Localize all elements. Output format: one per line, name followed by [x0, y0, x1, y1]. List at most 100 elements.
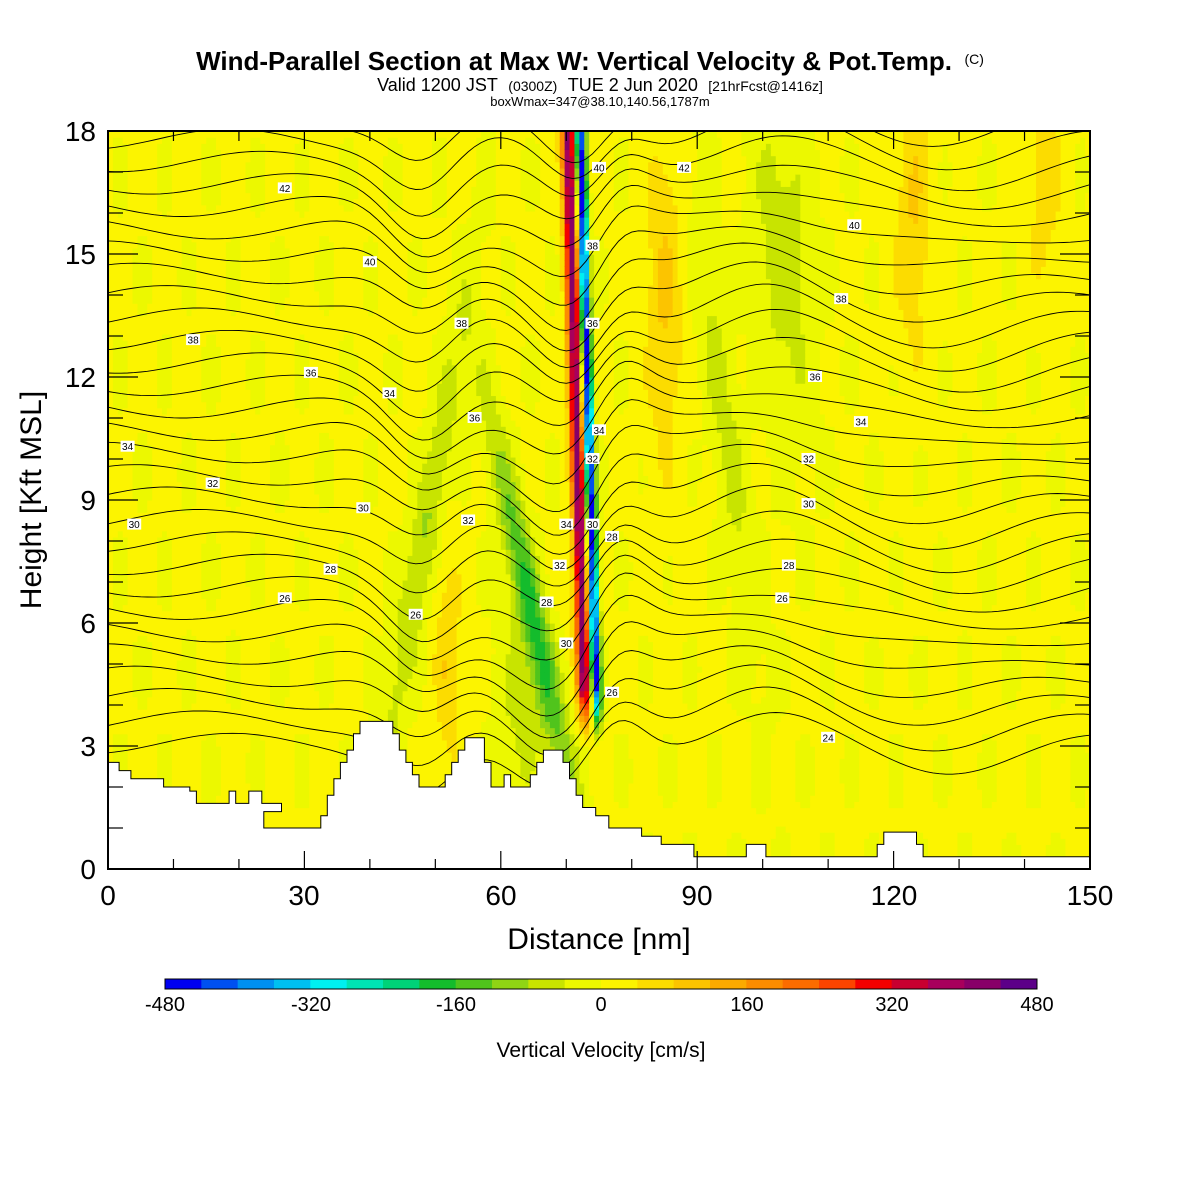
- velocity-cell: [142, 266, 148, 273]
- velocity-cell: [137, 217, 143, 224]
- velocity-cell: [157, 721, 163, 728]
- velocity-cell: [177, 777, 183, 784]
- velocity-cell: [147, 205, 153, 212]
- velocity-cell: [142, 728, 148, 735]
- velocity-cell: [142, 149, 148, 156]
- velocity-cell: [113, 580, 119, 587]
- velocity-cell: [113, 654, 119, 661]
- velocity-cell: [162, 574, 168, 581]
- velocity-cell: [118, 217, 124, 224]
- velocity-cell: [157, 316, 163, 323]
- velocity-cell: [128, 137, 134, 144]
- velocity-cell: [137, 291, 143, 298]
- velocity-cell: [137, 678, 143, 685]
- velocity-cell: [142, 506, 148, 513]
- velocity-cell: [147, 420, 153, 427]
- velocity-cell: [118, 568, 124, 575]
- velocity-cell: [172, 771, 178, 778]
- velocity-cell: [137, 451, 143, 458]
- velocity-cell: [133, 672, 139, 679]
- velocity-cell: [128, 236, 134, 243]
- velocity-cell: [162, 697, 168, 704]
- velocity-cell: [128, 328, 134, 335]
- velocity-cell: [128, 162, 134, 169]
- velocity-cell: [152, 291, 158, 298]
- velocity-cell: [157, 445, 163, 452]
- velocity-cell: [123, 272, 129, 279]
- velocity-cell: [167, 371, 173, 378]
- velocity-cell: [162, 525, 168, 532]
- velocity-cell: [118, 359, 124, 366]
- velocity-cell: [118, 426, 124, 433]
- velocity-cell: [162, 316, 168, 323]
- velocity-cell: [152, 531, 158, 538]
- velocity-cell: [113, 500, 119, 507]
- velocity-cell: [142, 549, 148, 556]
- velocity-cell: [128, 629, 134, 636]
- velocity-cell: [113, 641, 119, 648]
- velocity-cell: [147, 562, 153, 569]
- velocity-cell: [172, 193, 178, 200]
- velocity-cell: [152, 439, 158, 446]
- velocity-cell: [172, 426, 178, 433]
- velocity-cell: [162, 734, 168, 741]
- velocity-cell: [172, 549, 178, 556]
- velocity-cell: [152, 217, 158, 224]
- velocity-cell: [167, 758, 173, 765]
- velocity-cell: [177, 475, 183, 482]
- velocity-cell: [142, 463, 148, 470]
- velocity-cell: [133, 641, 139, 648]
- velocity-cell: [142, 229, 148, 236]
- velocity-cell: [167, 641, 173, 648]
- velocity-cell: [118, 500, 124, 507]
- velocity-cell: [172, 414, 178, 421]
- velocity-cell: [137, 346, 143, 353]
- velocity-cell: [147, 291, 153, 298]
- velocity-cell: [142, 764, 148, 771]
- velocity-cell: [172, 518, 178, 525]
- velocity-cell: [147, 592, 153, 599]
- velocity-cell: [172, 445, 178, 452]
- velocity-cell: [147, 697, 153, 704]
- velocity-cell: [133, 137, 139, 144]
- velocity-cell: [128, 186, 134, 193]
- velocity-cell: [147, 580, 153, 587]
- velocity-cell: [137, 500, 143, 507]
- velocity-cell: [113, 383, 119, 390]
- velocity-cell: [162, 568, 168, 575]
- velocity-cell: [133, 303, 139, 310]
- velocity-cell: [137, 611, 143, 618]
- velocity-cell: [147, 408, 153, 415]
- velocity-cell: [118, 660, 124, 667]
- velocity-cell: [147, 186, 153, 193]
- velocity-cell: [113, 475, 119, 482]
- velocity-cell: [128, 463, 134, 470]
- velocity-cell: [157, 771, 163, 778]
- velocity-cell: [128, 635, 134, 642]
- velocity-cell: [137, 402, 143, 409]
- velocity-cell: [152, 131, 158, 138]
- velocity-cell: [128, 678, 134, 685]
- velocity-cell: [123, 352, 129, 359]
- velocity-cell: [172, 555, 178, 562]
- velocity-cell: [167, 494, 173, 501]
- velocity-cell: [167, 691, 173, 698]
- velocity-cell: [172, 777, 178, 784]
- velocity-cell: [162, 451, 168, 458]
- velocity-cell: [162, 709, 168, 716]
- velocity-cell: [118, 193, 124, 200]
- velocity-cell: [172, 543, 178, 550]
- velocity-cell: [162, 149, 168, 156]
- velocity-cell: [123, 180, 129, 187]
- velocity-cell: [137, 186, 143, 193]
- velocity-cell: [167, 180, 173, 187]
- velocity-cell: [162, 654, 168, 661]
- velocity-cell: [147, 236, 153, 243]
- velocity-cell: [177, 660, 183, 667]
- velocity-cell: [157, 605, 163, 612]
- velocity-cell: [177, 426, 183, 433]
- velocity-cell: [172, 611, 178, 618]
- velocity-cell: [177, 605, 183, 612]
- velocity-cell: [137, 162, 143, 169]
- velocity-cell: [152, 703, 158, 710]
